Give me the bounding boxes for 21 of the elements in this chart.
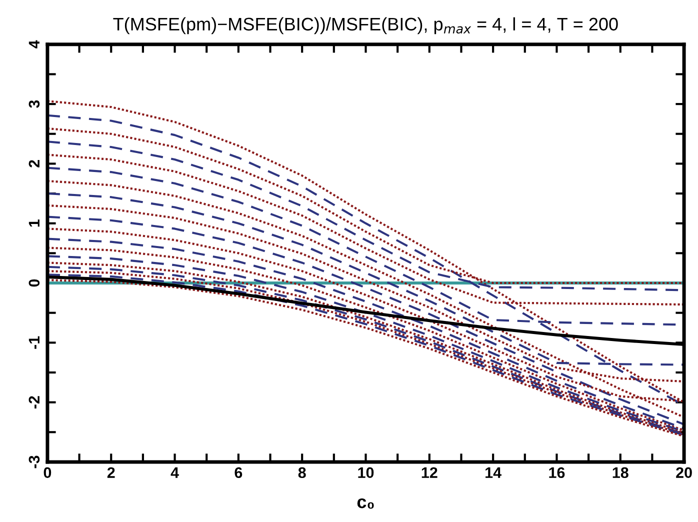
y-tick-label: -2 [28, 396, 40, 409]
x-tick-label: 20 [676, 467, 692, 478]
y-tick-label: -3 [28, 456, 40, 468]
x-tick-label: 10 [358, 467, 374, 478]
x-tick-label: 2 [107, 467, 115, 478]
y-tick-label: 1 [28, 220, 40, 227]
chart-title: T(MSFE(pm)−MSFE(BIC))/MSFE(BIC), p$_{max}$ = 4, l = 4, T = 200 [113, 17, 618, 34]
y-tick-label: 2 [28, 160, 40, 168]
x-tick-label: 14 [486, 467, 502, 478]
x-tick-label: 16 [549, 467, 565, 478]
x-tick-label: 6 [234, 467, 242, 478]
x-tick-label: 4 [170, 467, 179, 478]
x-tick-label: 18 [612, 467, 628, 478]
x-tick-label: 0 [44, 467, 52, 478]
x-tick-label: 12 [422, 467, 438, 478]
y-tick-label: 0 [28, 279, 40, 287]
x-axis-title: c₀ [357, 498, 374, 509]
y-tick-label: 3 [28, 100, 40, 108]
y-tick-label: -1 [28, 336, 40, 349]
y-tick-label: 4 [28, 40, 40, 48]
x-tick-label: 8 [298, 467, 306, 478]
